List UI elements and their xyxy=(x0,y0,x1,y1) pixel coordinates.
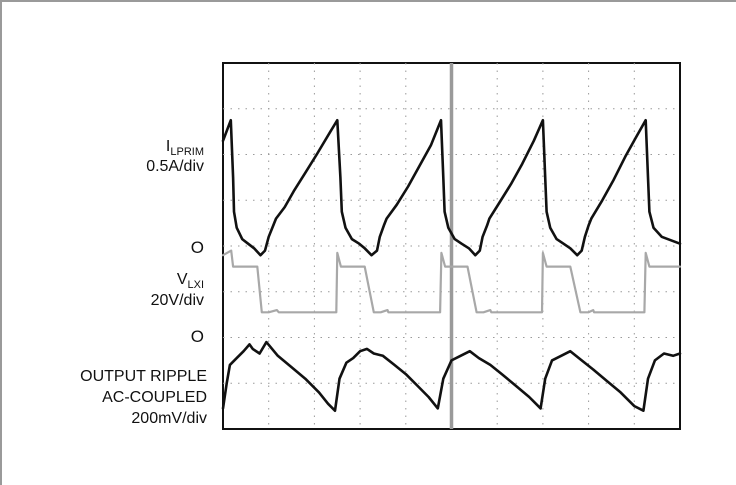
vlxi-scale: 20V/div xyxy=(150,292,204,309)
trace-layer xyxy=(221,118,682,412)
vlxi-zero-label: O xyxy=(190,327,204,346)
iprim-trace xyxy=(221,118,682,257)
vlxi-label: VLXI xyxy=(176,271,204,291)
ripple-scale: 200mV/div xyxy=(131,410,207,427)
iprim-scale: 0.5A/div xyxy=(146,158,204,175)
ripple-label-line1: OUTPUT RIPPLE xyxy=(80,368,207,385)
iprim-label: ILPRIM xyxy=(165,138,204,158)
vlxi-trace xyxy=(221,249,682,314)
grid-layer xyxy=(222,62,681,430)
ripple-trace xyxy=(221,340,682,412)
iprim-zero-label: O xyxy=(190,238,204,257)
ripple-label-line2: AC-COUPLED xyxy=(102,389,207,406)
